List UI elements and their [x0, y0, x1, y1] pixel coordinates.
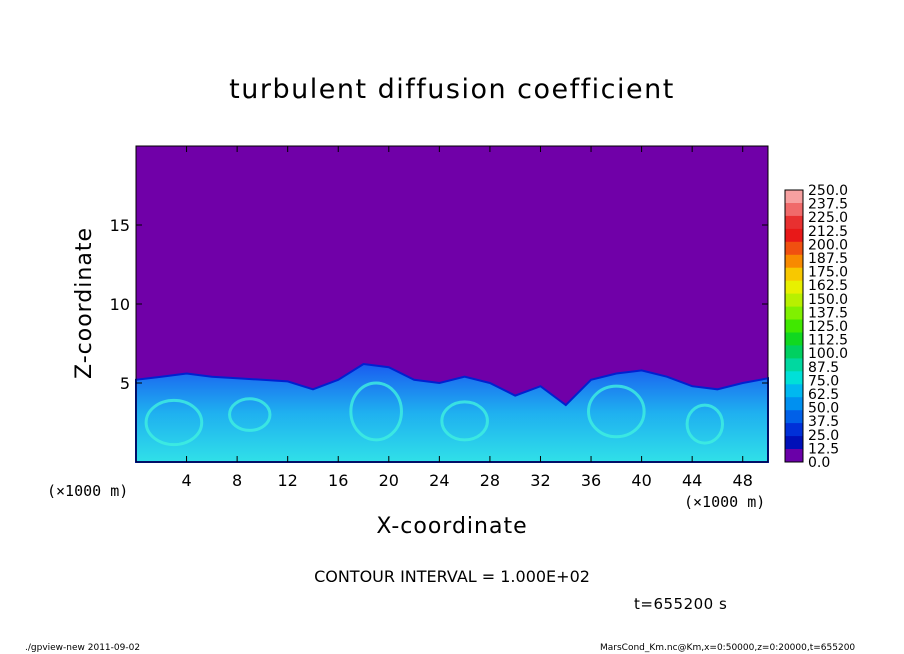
- footer-right: MarsCond_Km.nc@Km,x=0:50000,z=0:20000,t=…: [600, 643, 856, 653]
- colorbar-swatch: [785, 449, 803, 463]
- colorbar-swatch: [785, 423, 803, 437]
- y-tick-label: 5: [120, 374, 130, 393]
- colorbar-frame: [784, 189, 804, 463]
- colorbar: 250.0237.5225.0212.5200.0187.5175.0162.5…: [784, 183, 848, 471]
- x-tick-label: 24: [429, 471, 449, 490]
- eddy-4: [587, 384, 646, 439]
- colorbar-label: 137.5: [808, 305, 848, 321]
- colorbar-label: 25.0: [808, 428, 839, 444]
- colorbar-swatch: [785, 345, 803, 359]
- contour-interval: CONTOUR INTERVAL = 1.000E+02: [314, 567, 590, 586]
- colorbar-swatch: [785, 254, 803, 269]
- colorbar-swatch: [785, 293, 803, 308]
- colorbar-label: 250.0: [808, 183, 848, 199]
- colorbar-swatch: [785, 280, 803, 295]
- x-axis-ticks: 4 8 12 16 20 24 28 32 36 40 44 48: [181, 146, 753, 490]
- colorbar-label: 200.0: [808, 237, 848, 253]
- colorbar-swatch: [785, 215, 803, 230]
- chart-title: turbulent diffusion coefficient: [229, 74, 675, 105]
- y-axis-label: Z-coordinate: [72, 227, 97, 379]
- colorbar-swatch: [785, 319, 803, 333]
- eddy-1: [228, 397, 272, 432]
- colorbar-label: 12.5: [808, 441, 839, 457]
- x-axis-unit-left: (×1000 m): [47, 482, 129, 500]
- x-axis-unit-right: (×1000 m): [684, 493, 766, 511]
- colorbar-swatch: [785, 332, 803, 346]
- colorbar-swatch: [785, 358, 803, 372]
- colorbar-label: 62.5: [808, 387, 839, 403]
- colorbar-swatch: [785, 306, 803, 321]
- y-axis-ticks: 5 10 15: [110, 216, 768, 393]
- x-tick-label: 48: [733, 471, 753, 490]
- colorbar-label: 87.5: [808, 360, 839, 376]
- time-label: t=655200 s: [634, 595, 728, 613]
- x-tick-label: 12: [278, 471, 298, 490]
- colorbar-label: 237.5: [808, 197, 848, 213]
- colorbar-label: 112.5: [808, 333, 848, 349]
- colorbar-swatch: [785, 436, 803, 450]
- colorbar-swatch: [785, 371, 803, 385]
- eddy-2: [349, 381, 403, 442]
- y-tick-label: 15: [110, 216, 130, 235]
- colorbar-swatch: [785, 397, 803, 411]
- colorbar-swatch: [785, 267, 803, 282]
- colorbar-label: 212.5: [808, 224, 848, 240]
- eddy-0: [144, 398, 204, 447]
- colorbar-swatch: [785, 241, 803, 256]
- colorbar-label: 125.0: [808, 319, 848, 335]
- x-tick-label: 8: [232, 471, 242, 490]
- colorbar-label: 150.0: [808, 292, 848, 308]
- colorbar-swatch: [785, 410, 803, 424]
- colorbar-swatch: [785, 384, 803, 398]
- colorbar-label: 50.0: [808, 401, 839, 417]
- x-tick-label: 28: [480, 471, 500, 490]
- colorbar-label: 100.0: [808, 346, 848, 362]
- footer-left: ./gpview-new 2011-09-02: [25, 643, 141, 653]
- eddy-5: [685, 403, 724, 445]
- colorbar-label: 0.0: [808, 455, 830, 471]
- x-tick-label: 44: [682, 471, 702, 490]
- y-tick-label: 10: [110, 295, 130, 314]
- colorbar-label: 162.5: [808, 278, 848, 294]
- x-tick-label: 40: [631, 471, 651, 490]
- turbulence-field: [135, 362, 769, 463]
- colorbar-swatch: [785, 203, 803, 217]
- x-tick-label: 32: [530, 471, 550, 490]
- boundary-layer-edge: [135, 362, 769, 463]
- colorbar-label: 187.5: [808, 251, 848, 267]
- x-tick-label: 4: [181, 471, 191, 490]
- x-tick-label: 20: [379, 471, 399, 490]
- colorbar-label: 37.5: [808, 414, 839, 430]
- colorbar-swatch: [785, 228, 803, 243]
- x-axis-label: X-coordinate: [376, 514, 528, 539]
- eddy-3: [440, 400, 489, 442]
- x-tick-label: 16: [328, 471, 348, 490]
- colorbar-label: 175.0: [808, 265, 848, 281]
- x-tick-label: 36: [581, 471, 601, 490]
- colorbar-swatch: [785, 190, 803, 204]
- colorbar-label: 225.0: [808, 210, 848, 226]
- colorbar-label: 75.0: [808, 373, 839, 389]
